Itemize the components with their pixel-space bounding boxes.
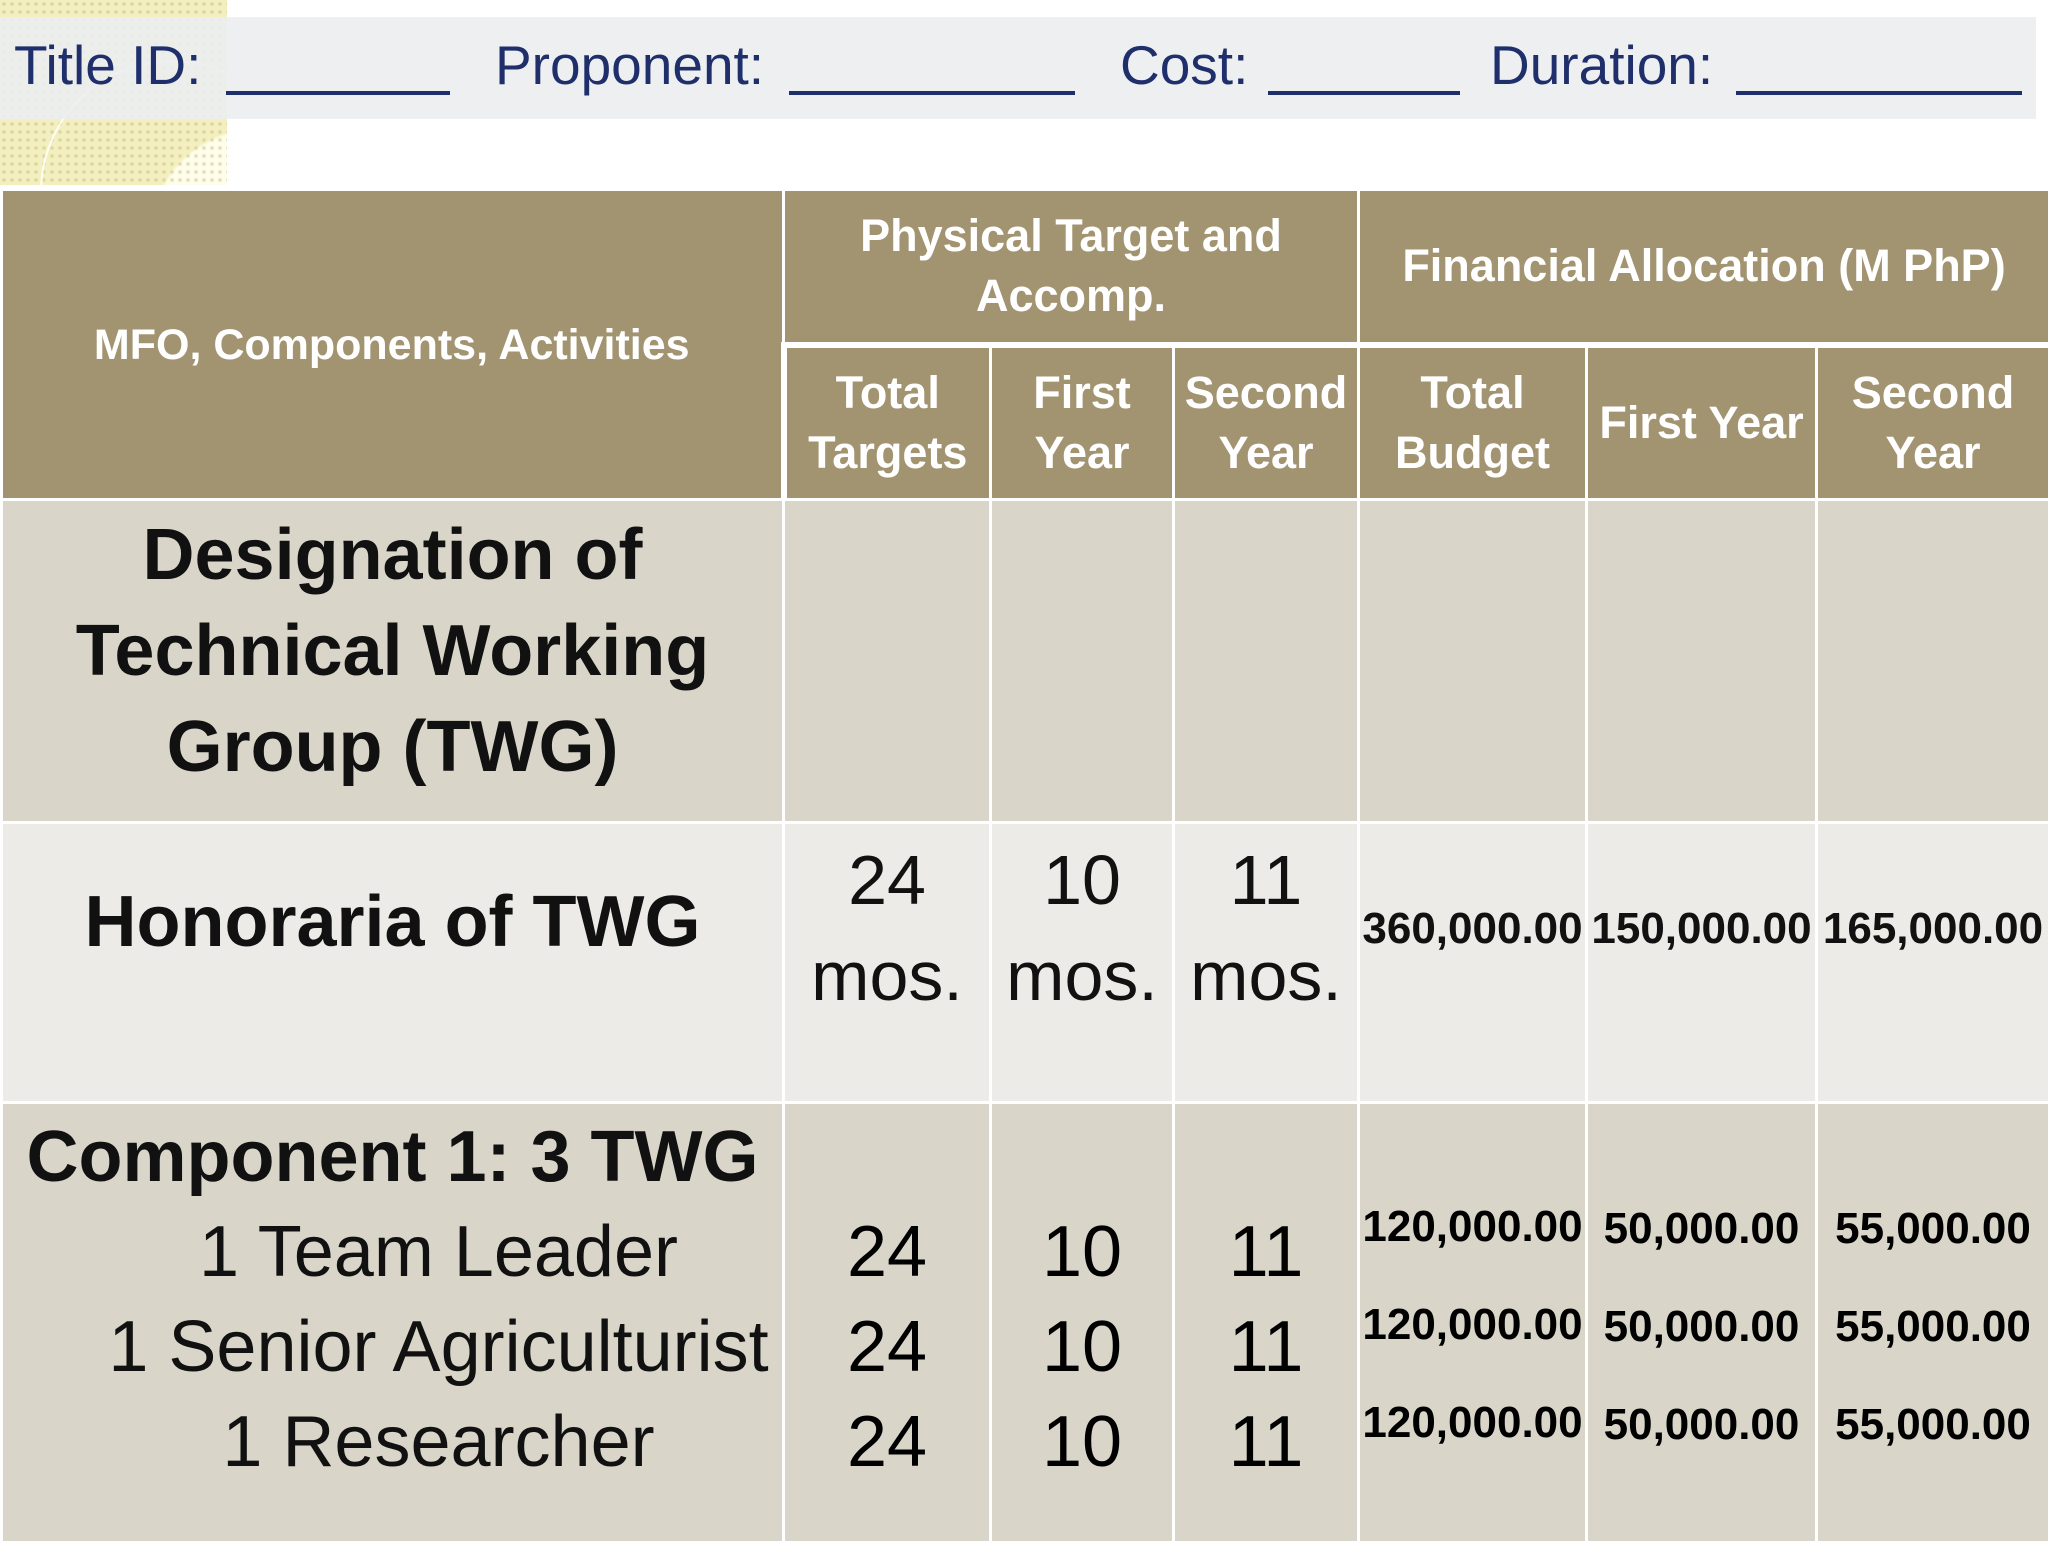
table-cell [1817, 500, 2048, 823]
cell-value: 50,000.00 [1588, 1278, 1815, 1376]
cell-value: 24 [785, 1395, 989, 1490]
component-1-cell: Component 1: 3 TWG 1 Team Leader 1 Senio… [2, 1103, 784, 1543]
column-header-mfo: MFO, Components, Activities [2, 190, 784, 500]
component-1-title: Component 1: 3 TWG [3, 1110, 782, 1205]
cell-second-year-budget: 165,000.00 [1817, 823, 2048, 1103]
cell-total-targets: 24 mos. [784, 823, 991, 1103]
cell-value: 10 [992, 1395, 1172, 1490]
cell-first-year-budget: 150,000.00 [1587, 823, 1817, 1103]
cell-value: 11 [1175, 1205, 1357, 1300]
cell-value: 55,000.00 [1818, 1376, 2048, 1474]
cell-value: 55,000.00 [1818, 1278, 2048, 1376]
cost-blank[interactable] [1268, 91, 1460, 95]
cell-value: 10 [992, 1300, 1172, 1395]
proponent-blank[interactable] [789, 91, 1075, 95]
table-cell [1587, 500, 1817, 823]
cell-value: 10 [992, 1205, 1172, 1300]
cell-value: 11 [1175, 1300, 1357, 1395]
cell-first-year: 10 mos. [991, 823, 1174, 1103]
column-header-second-year-physical: Second Year [1174, 345, 1359, 500]
cell-second-year: 11 mos. [1174, 823, 1359, 1103]
table-cell [1174, 500, 1359, 823]
component-1-first-year: 10 10 10 [991, 1103, 1174, 1543]
component-1-total-budget: 120,000.00 120,000.00 120,000.00 [1359, 1103, 1587, 1543]
cost-label: Cost: [1120, 30, 1248, 100]
table-row: Honoraria of TWG 24 mos. 10 mos. 11 mos.… [2, 823, 2048, 1103]
table-row: Designation of Technical Working Group (… [2, 500, 2048, 823]
cell-value: 50,000.00 [1588, 1180, 1815, 1278]
cell-value: 120,000.00 [1360, 1178, 1585, 1276]
row-label-designation: Designation of Technical Working Group (… [2, 500, 784, 823]
component-1-total-targets: 24 24 24 [784, 1103, 991, 1543]
title-id-label: Title ID: [14, 30, 201, 100]
work-plan-table: MFO, Components, Activities Physical Tar… [0, 188, 2048, 1544]
list-item: 1 Senior Agriculturist [3, 1300, 782, 1395]
title-id-blank[interactable] [226, 91, 450, 95]
column-header-first-year-physical: First Year [991, 345, 1174, 500]
header-field-bar [0, 17, 2036, 119]
column-header-second-year-financial: Second Year [1817, 345, 2048, 500]
table-row: Component 1: 3 TWG 1 Team Leader 1 Senio… [2, 1103, 2048, 1543]
list-item: 1 Team Leader [3, 1205, 782, 1300]
cell-total-budget: 360,000.00 [1359, 823, 1587, 1103]
cell-value: 55,000.00 [1818, 1180, 2048, 1278]
cell-value: 24 [785, 1300, 989, 1395]
table-cell [1359, 500, 1587, 823]
list-item: 1 Researcher [3, 1395, 782, 1490]
column-header-first-year-financial: First Year [1587, 345, 1817, 500]
column-header-total-budget: Total Budget [1359, 345, 1587, 500]
column-group-financial: Financial Allocation (M PhP) [1359, 190, 2048, 345]
column-header-total-targets: Total Targets [784, 345, 991, 500]
cell-value: 120,000.00 [1360, 1374, 1585, 1472]
proponent-label: Proponent: [495, 30, 764, 100]
duration-blank[interactable] [1736, 91, 2022, 95]
column-group-physical: Physical Target and Accomp. [784, 190, 1359, 345]
cell-value: 50,000.00 [1588, 1376, 1815, 1474]
table-cell [784, 500, 991, 823]
row-label-honoraria: Honoraria of TWG [2, 823, 784, 1103]
component-1-second-year: 11 11 11 [1174, 1103, 1359, 1543]
table-cell [991, 500, 1174, 823]
duration-label: Duration: [1490, 30, 1713, 100]
cell-value: 120,000.00 [1360, 1276, 1585, 1374]
cell-value: 11 [1175, 1395, 1357, 1490]
component-1-first-year-budget: 50,000.00 50,000.00 50,000.00 [1587, 1103, 1817, 1543]
component-1-second-year-budget: 55,000.00 55,000.00 55,000.00 [1817, 1103, 2048, 1543]
cell-value: 24 [785, 1205, 989, 1300]
